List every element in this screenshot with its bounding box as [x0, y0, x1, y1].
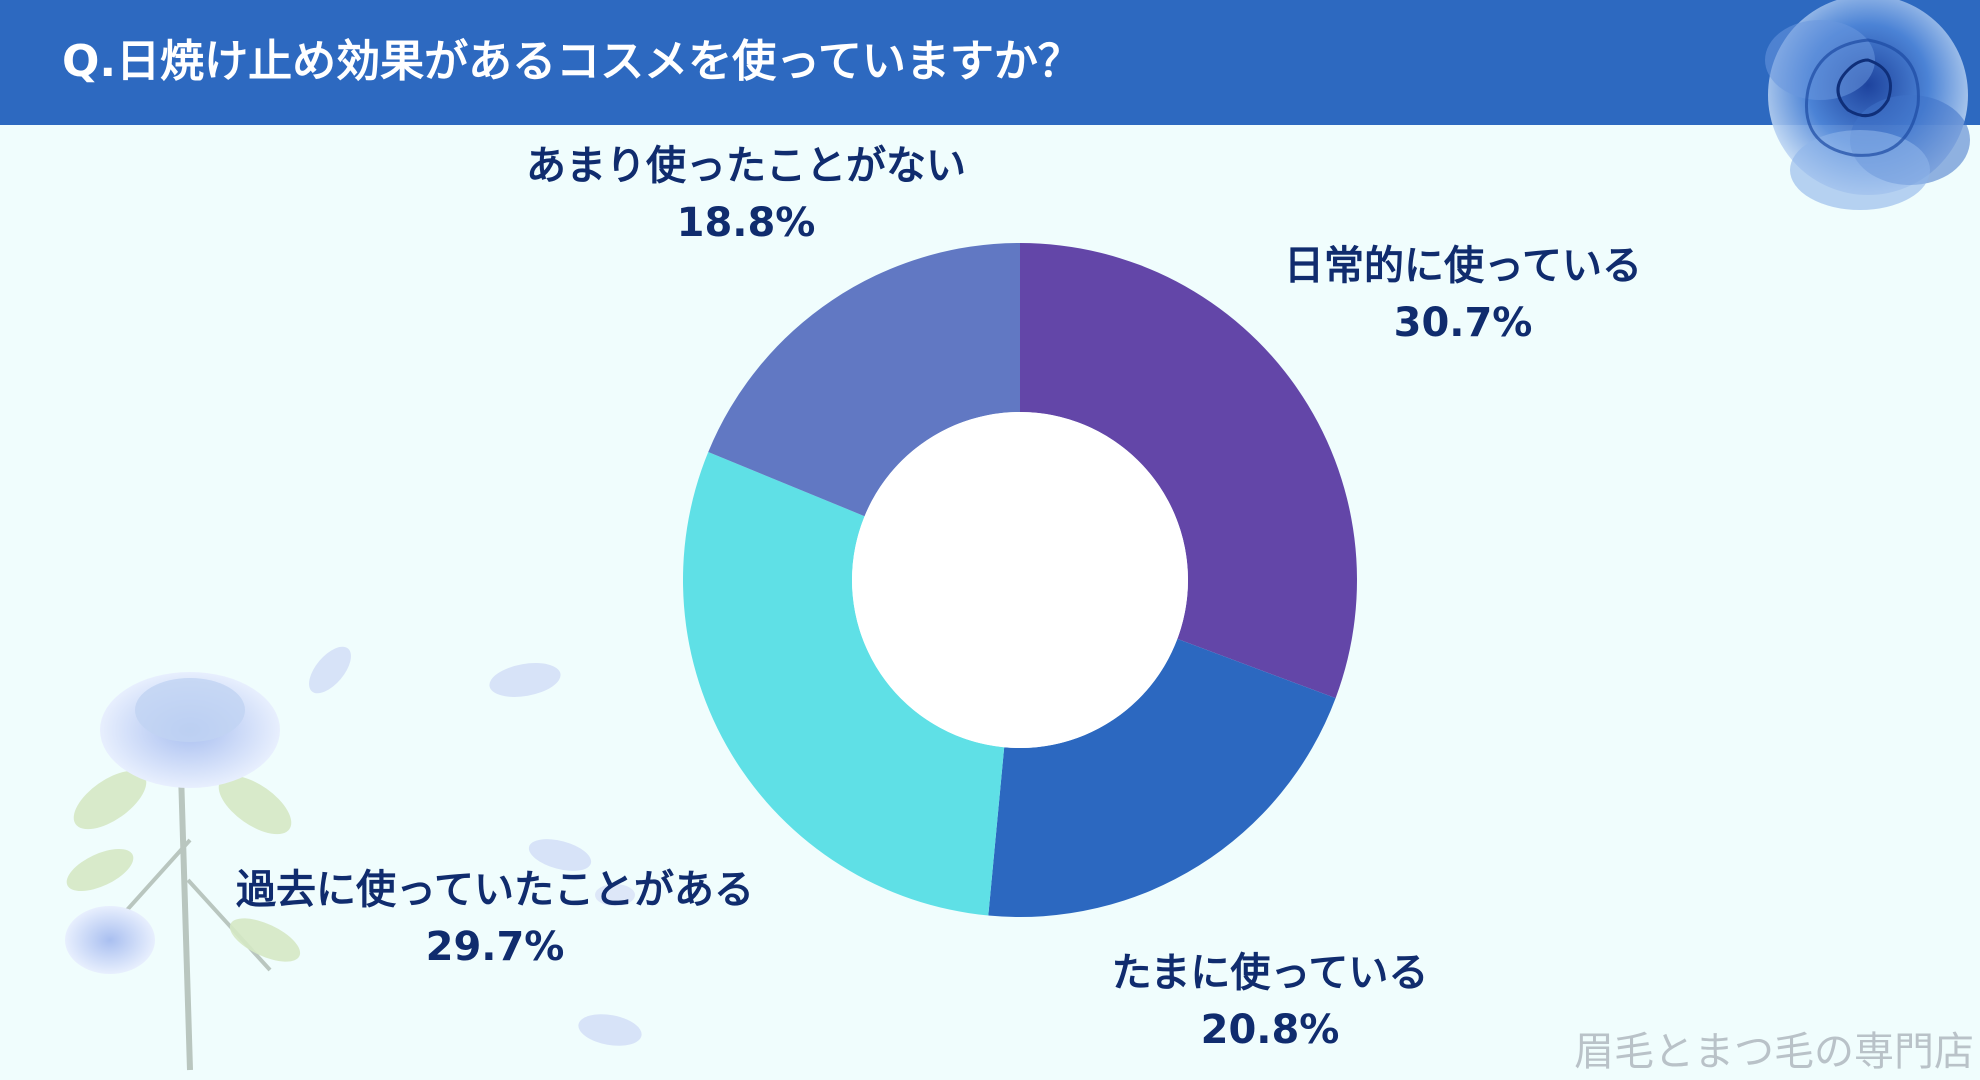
- slice-value: 18.8%: [676, 200, 816, 246]
- slice-label-1: たまに使っている 20.8%: [1112, 945, 1429, 1059]
- donut-slice-3: [708, 243, 1020, 517]
- petals-icon: [309, 646, 642, 1046]
- slice-name: 日常的に使っている: [1284, 243, 1642, 289]
- watermark: 眉毛とまつ毛の専門店: [1574, 1029, 1974, 1075]
- header-bar: Q.日焼け止め効果があるコスメを使っていますか？: [0, 0, 1980, 125]
- slice-name: あまり使ったことがない: [526, 143, 966, 189]
- donut-slice-2: [683, 452, 1005, 916]
- slice-value: 20.8%: [1200, 1007, 1340, 1053]
- slice-name: 過去に使っていたことがある: [236, 867, 754, 913]
- slice-label-0: 日常的に使っている 30.7%: [1284, 238, 1642, 352]
- blue-rose-icon: [1765, 0, 1970, 210]
- donut-slice-1: [988, 638, 1336, 918]
- slice-name: たまに使っている: [1111, 950, 1429, 996]
- slice-value: 29.7%: [425, 924, 565, 970]
- slice-label-2: 過去に使っていたことがある 29.7%: [236, 862, 754, 976]
- slice-label-3: あまり使ったことがない 18.8%: [526, 138, 966, 252]
- slice-value: 30.7%: [1393, 300, 1533, 346]
- page-title: Q.日焼け止め効果があるコスメを使っていますか？: [62, 36, 1082, 87]
- donut-hole: [852, 412, 1188, 748]
- blue-rose-stem-icon: [65, 672, 301, 1071]
